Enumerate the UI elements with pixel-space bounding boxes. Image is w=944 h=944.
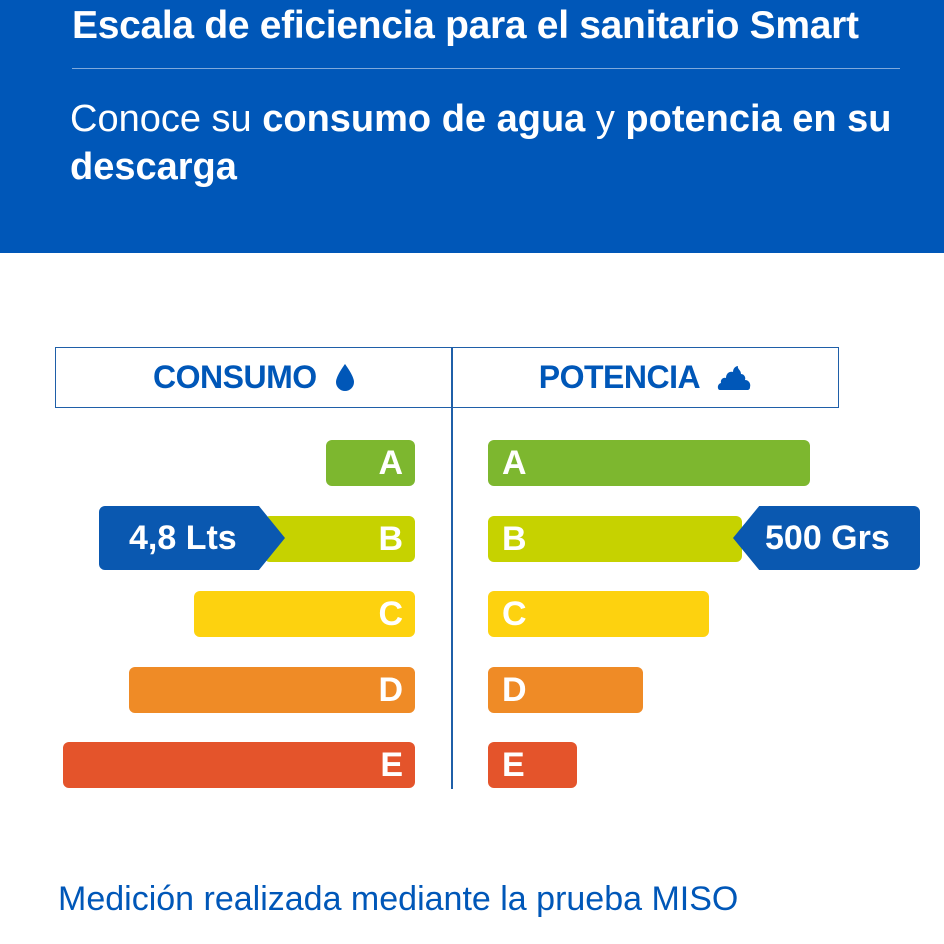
potencia-bar-e: E [488,742,577,788]
consumo-bar-e: E [63,742,415,788]
page-title: Escala de eficiencia para el sanitario S… [72,4,859,47]
potencia-bar-a: A [488,440,810,486]
subtitle-part-2: consumo de agua [262,98,586,140]
water-drop-icon [335,351,355,409]
consumo-bar-d: D [129,667,415,713]
potencia-bar-c: C [488,591,709,637]
consumo-bar-b: B [264,516,415,562]
potencia-bar-d: D [488,667,643,713]
column-divider [451,347,453,789]
potencia-bar-b: B [488,516,742,562]
header-banner: Escala de eficiencia para el sanitario S… [0,0,944,253]
footer-note: Medición realizada mediante la prueba MI… [58,880,739,918]
consumo-value-tag: 4,8 Lts [99,506,285,570]
page-subtitle: Conoce su consumo de agua y potencia en … [70,95,920,191]
poop-icon [717,351,751,409]
potencia-header: POTENCIA [452,348,838,406]
consumo-bar-c: C [194,591,415,637]
potencia-title: POTENCIA [538,359,700,395]
header-divider [72,68,900,69]
potencia-value-tag: 500 Grs [733,506,920,570]
column-headers: CONSUMO POTENCIA [55,347,839,408]
consumo-header: CONSUMO [56,348,452,406]
consumo-title: CONSUMO [153,359,317,395]
consumo-bar-a: A [326,440,415,486]
subtitle-part-3: y [585,98,626,140]
subtitle-part-4: potencia en su descarga [70,98,892,188]
subtitle-part-1: Conoce su [70,98,263,140]
